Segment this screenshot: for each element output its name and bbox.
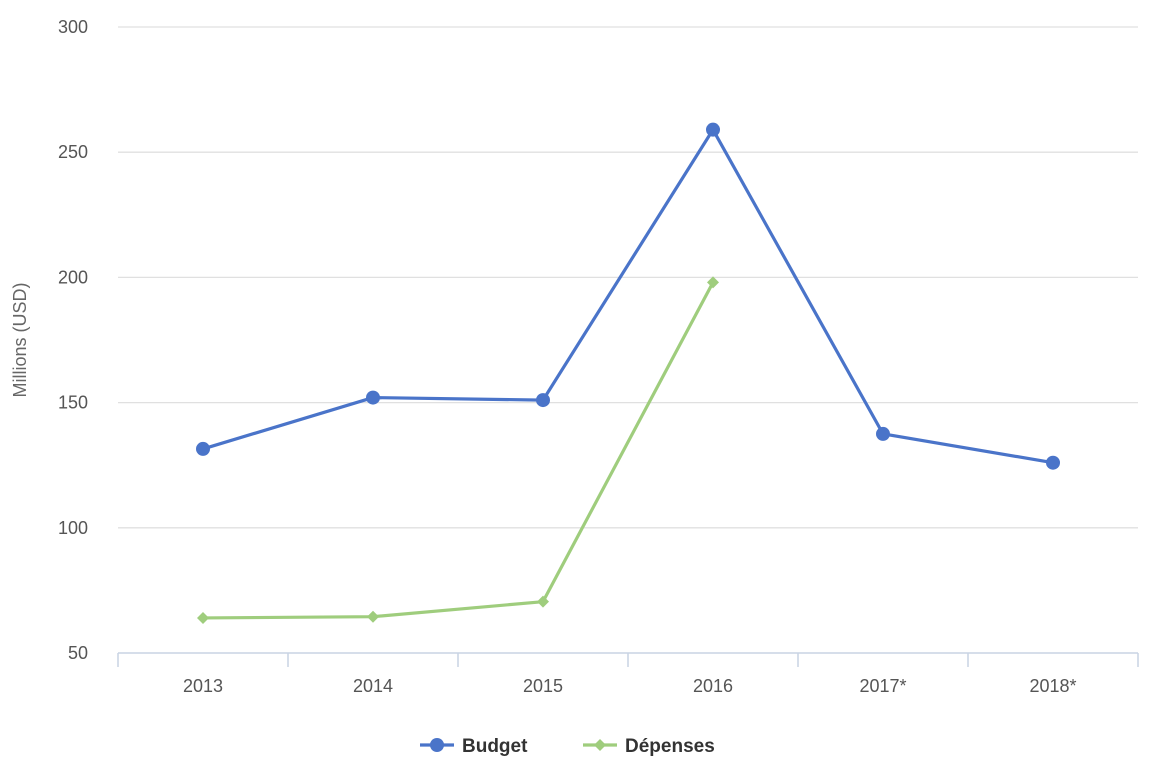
y-axis-title: Millions (USD) [10,282,30,397]
legend-diamond-icon [594,739,606,751]
data-point [1046,455,1060,470]
data-point [707,276,719,289]
data-point [876,426,890,441]
y-tick-label: 300 [58,17,88,37]
series-layer [196,122,1060,624]
series-dpenses [197,276,719,624]
data-point [366,390,380,405]
x-tick-label: 2015 [523,676,563,696]
x-tick-label: 2013 [183,676,223,696]
data-point [367,610,379,623]
y-tick-label: 250 [58,142,88,162]
series-line [202,281,715,620]
legend-label: Dépenses [625,736,715,757]
legend-item[interactable]: Budget [420,736,528,757]
x-tick-label: 2018* [1029,676,1076,696]
y-tick-label: 200 [58,267,88,287]
x-tick-label: 2016 [693,676,733,696]
series-line [202,128,1054,465]
legend-circle-icon [430,738,444,752]
gridlines [118,26,1138,529]
y-tick-label: 50 [68,643,88,663]
y-tick-label: 150 [58,393,88,413]
data-point [197,611,209,624]
data-point [536,393,550,408]
data-point [196,441,210,456]
legend-label: Budget [462,736,528,757]
series-budget [196,122,1060,470]
x-axis: 2013 2014 2015 2016 2017* 2018* [117,652,1139,696]
y-axis-ticks: 50 100 150 200 250 300 [58,17,88,663]
x-tick-label: 2014 [353,676,393,696]
data-point [537,595,549,608]
legend[interactable]: Budget Dépenses [420,736,715,757]
x-tick-label: 2017* [859,676,906,696]
data-point [706,122,720,137]
y-tick-label: 100 [58,518,88,538]
legend-item[interactable]: Dépenses [583,736,715,757]
